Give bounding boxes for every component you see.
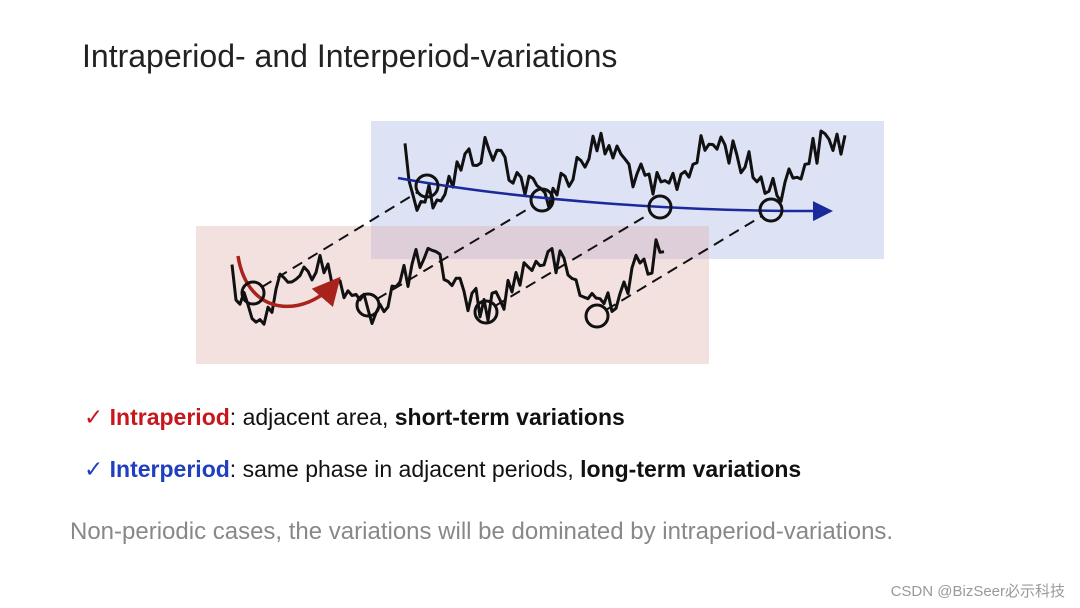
check: ✓: [84, 404, 104, 430]
interperiod-box: [371, 121, 884, 259]
bullet: ✓ Intraperiod: adjacent area, short-term…: [84, 404, 625, 431]
watermark: CSDN @BizSeer必示科技: [890, 583, 1065, 600]
bullet: ✓ Interperiod: same phase in adjacent pe…: [84, 456, 801, 483]
check: ✓: [84, 456, 104, 482]
emphasis: long-term variations: [580, 456, 802, 482]
phase-circles: [240, 173, 784, 329]
bullet-text: : same phase in adjacent periods,: [229, 456, 581, 482]
intraperiod-box: [196, 226, 709, 364]
title: Intraperiod- and Interperiod-variations: [82, 38, 618, 74]
term: Intraperiod: [109, 404, 230, 430]
intraperiod-arrow: [236, 255, 341, 309]
term: Interperiod: [109, 456, 230, 482]
bullet-text: : adjacent area,: [229, 404, 395, 430]
phase-links: [261, 191, 763, 311]
series-line: [230, 238, 665, 326]
interperiod-arrow: [397, 176, 833, 222]
note: Non-periodic cases, the variations will …: [70, 518, 894, 545]
emphasis: short-term variations: [394, 404, 625, 430]
series-line: [403, 129, 847, 212]
